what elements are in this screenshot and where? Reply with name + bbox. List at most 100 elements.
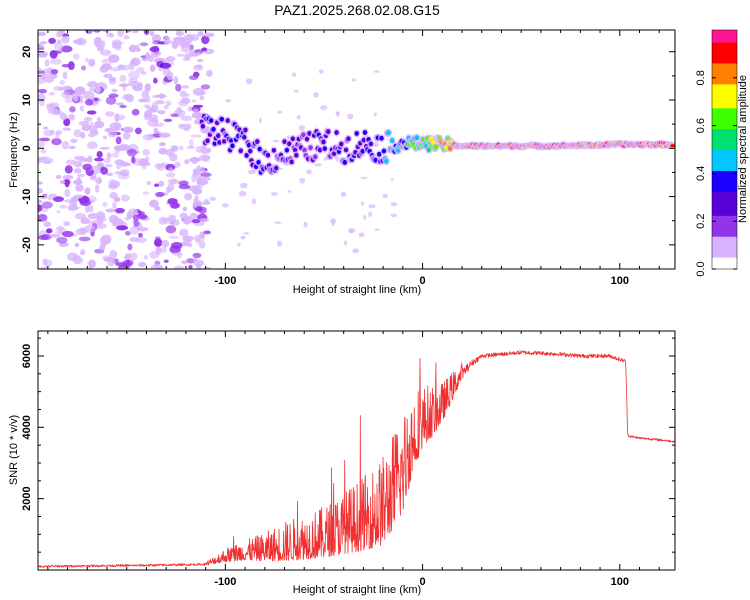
heatmap-noise-blob bbox=[105, 96, 117, 105]
heatmap-faint-blob bbox=[335, 111, 340, 114]
heatmap-noise-blob bbox=[206, 69, 213, 77]
heatmap-noise-blob bbox=[192, 199, 203, 209]
heatmap-noise-blob bbox=[200, 172, 212, 177]
chart-title: PAZ1.2025.268.02.08.G15 bbox=[274, 2, 440, 18]
heatmap-noise-blob bbox=[72, 39, 84, 45]
heatmap-noise-blob bbox=[153, 127, 159, 134]
heatmap-noise-blob bbox=[138, 158, 148, 167]
heatmap-faint-blob bbox=[382, 193, 388, 198]
heatmap-noise-blob bbox=[81, 124, 93, 132]
snr-series-line bbox=[38, 350, 675, 568]
heatmap-noise-blob bbox=[132, 213, 140, 222]
heatmap-noise-blob bbox=[87, 205, 94, 213]
heatmap-noise-blob bbox=[62, 127, 72, 132]
colorbar-band bbox=[712, 167, 737, 172]
heatmap-noise-blob bbox=[186, 145, 195, 149]
heatmap-noise-blob bbox=[56, 236, 68, 244]
heatmap-noise-blob bbox=[87, 260, 95, 266]
heatmap-signal-core bbox=[256, 159, 261, 165]
heatmap-noise-blob bbox=[59, 113, 68, 121]
heatmap-noise-blob bbox=[61, 35, 70, 44]
colorbar: 0.0 0.2 0.4 0.6 0.8 Normalized spectral ampl… bbox=[695, 29, 749, 277]
colorbar-band bbox=[712, 80, 737, 85]
heatmap-noise-blob bbox=[128, 70, 140, 80]
heatmap-noise-blob bbox=[69, 106, 76, 113]
colorbar-band bbox=[712, 65, 737, 70]
heatmap-signal-core bbox=[216, 133, 221, 139]
heatmap-noise-blob bbox=[82, 90, 95, 100]
heatmap-noise-blob bbox=[155, 100, 165, 105]
heatmap-noise-blob bbox=[111, 41, 124, 45]
colorbar-band bbox=[712, 125, 737, 130]
heatmap-signal-core bbox=[433, 144, 439, 150]
heatmap-noise-blob bbox=[119, 74, 127, 83]
heatmap-noise-blob bbox=[43, 129, 55, 137]
colorbar-band bbox=[712, 236, 737, 240]
heatmap-noise-blob bbox=[148, 114, 159, 120]
heatmap-noise-blob bbox=[43, 75, 54, 83]
heatmap-noise-blob bbox=[116, 225, 129, 231]
heatmap-noise-blob bbox=[73, 160, 83, 168]
heatmap-noise-blob bbox=[111, 152, 120, 158]
heatmap-noise-blob bbox=[154, 236, 161, 240]
heatmap-noise-blob bbox=[88, 87, 95, 92]
heatmap-noise-blob bbox=[67, 61, 75, 70]
colorbar-frame bbox=[711, 29, 738, 270]
colorbar-band bbox=[712, 155, 737, 160]
heatmap-noise-blob bbox=[200, 84, 211, 90]
heatmap-noise-blob bbox=[115, 136, 122, 145]
heatmap-noise-blob bbox=[163, 104, 169, 110]
heatmap-faint-blob bbox=[240, 235, 246, 240]
heatmap-noise-blob bbox=[198, 240, 206, 249]
heatmap-x-axis-label: Height of straight line (km) bbox=[293, 284, 421, 296]
heatmap-noise-blob bbox=[87, 155, 93, 164]
colorbar-band bbox=[712, 170, 737, 174]
colorbar-band bbox=[712, 206, 737, 210]
heatmap-noise-blob bbox=[64, 165, 73, 174]
heatmap-noise-blob bbox=[57, 30, 64, 38]
colorbar-band bbox=[712, 62, 737, 67]
heatmap-noise-blob bbox=[73, 129, 82, 138]
heatmap-signal-core bbox=[219, 116, 225, 122]
heatmap-noise-blob bbox=[109, 67, 122, 72]
heatmap-noise-blob bbox=[143, 254, 148, 260]
heatmap-faint-blob bbox=[335, 156, 339, 162]
heatmap-signal-core bbox=[354, 131, 359, 136]
heatmap-noise-blob bbox=[38, 31, 47, 37]
heatmap-signal-core bbox=[287, 141, 292, 147]
heatmap-faint-blob bbox=[319, 69, 324, 74]
colorbar-band bbox=[712, 149, 737, 154]
heatmap-signal-core bbox=[389, 138, 395, 143]
heatmap-noise-blob bbox=[93, 30, 101, 33]
heatmap-noise-blob bbox=[54, 50, 62, 54]
heatmap-noise-blob bbox=[74, 86, 86, 96]
heatmap-noise-blob bbox=[42, 258, 48, 266]
colorbar-band bbox=[712, 56, 737, 61]
heatmap-noise-blob bbox=[201, 35, 210, 45]
heatmap-noise-blob bbox=[188, 265, 193, 269]
snr-y-ticks: 2000 4000 6000 bbox=[21, 337, 675, 571]
colorbar-band bbox=[712, 92, 737, 97]
heatmap-faint-blob bbox=[272, 139, 280, 143]
heatmap-faint-blob bbox=[298, 125, 306, 131]
heatmap-noise-blob bbox=[133, 220, 140, 227]
heatmap-signal-core bbox=[384, 158, 389, 164]
heatmap-noise-blob bbox=[73, 155, 86, 161]
heatmap-x-tick-label: 100 bbox=[611, 275, 629, 287]
heatmap-noise-blob bbox=[108, 54, 120, 63]
heatmap-noise-blob bbox=[193, 259, 205, 267]
heatmap-noise-blob bbox=[96, 151, 103, 158]
heatmap-noise-blob bbox=[134, 127, 142, 135]
heatmap-noise-blob bbox=[72, 179, 83, 185]
heatmap-noise-blob bbox=[140, 261, 146, 268]
heatmap-faint-blob bbox=[313, 92, 319, 98]
heatmap-noise-blob bbox=[163, 35, 171, 45]
heatmap-noise-blob bbox=[87, 212, 99, 220]
colorbar-band bbox=[712, 101, 737, 106]
heatmap-noise-blob bbox=[94, 177, 103, 184]
heatmap-noise-blob bbox=[163, 118, 173, 123]
colorbar-band bbox=[712, 230, 737, 234]
colorbar-band bbox=[712, 224, 737, 228]
heatmap-noise-blob bbox=[124, 216, 130, 221]
heatmap-signal-core bbox=[317, 147, 323, 153]
